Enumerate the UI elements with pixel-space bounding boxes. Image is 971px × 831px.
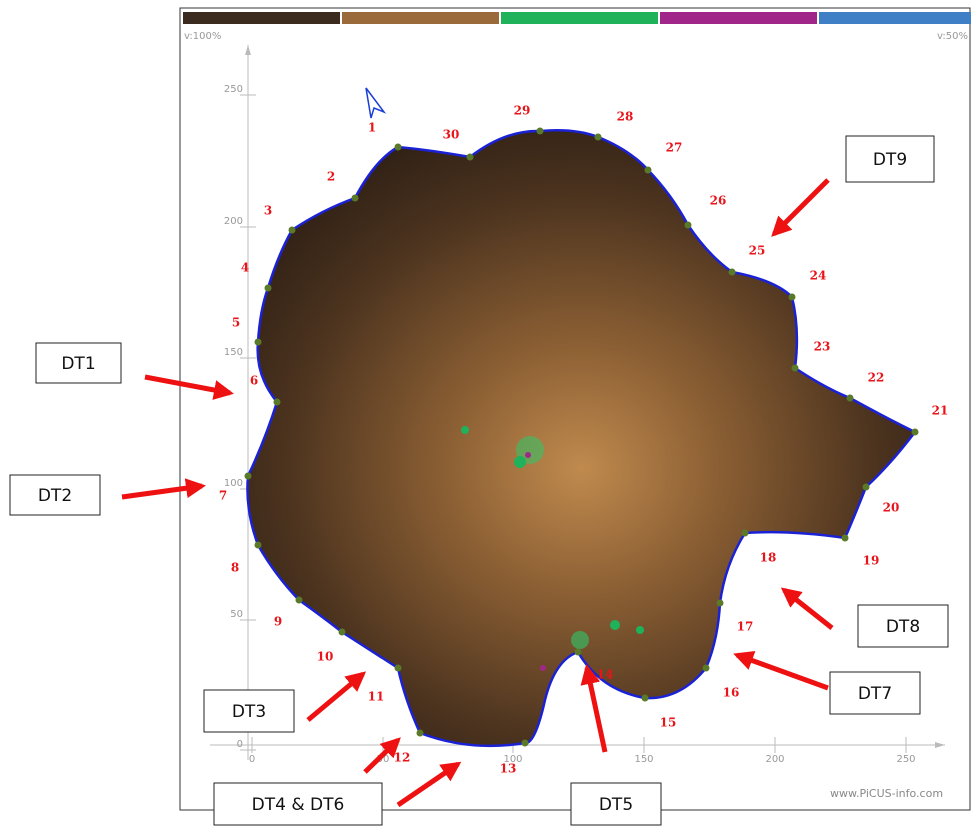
sensor-label: 15 (660, 716, 677, 730)
sensor-label: 12 (394, 751, 411, 765)
y-tick-label: 150 (224, 347, 243, 358)
sensor-label: 30 (443, 128, 460, 142)
scale-left-label: v:100% (184, 31, 221, 42)
color-segment (342, 12, 499, 24)
sensor-dot (395, 144, 402, 151)
sensor-label: 11 (368, 690, 385, 704)
y-tick-label: 50 (230, 609, 243, 620)
annotation-label: DT2 (38, 486, 72, 506)
spot (540, 665, 546, 671)
annotation-label: DT8 (886, 617, 920, 637)
sensor-dot (296, 597, 303, 604)
sensor-dot (265, 285, 272, 292)
spot (525, 452, 531, 458)
annotation-label: DT5 (599, 795, 633, 815)
sensor-dot (703, 665, 710, 672)
color-segment (819, 12, 971, 24)
sensor-dot (289, 227, 296, 234)
spot (514, 456, 526, 468)
spot (636, 626, 644, 634)
sensor-label: 24 (810, 269, 827, 283)
sensor-dot (645, 167, 652, 174)
sensor-label: 8 (231, 561, 239, 575)
sensor-dot (685, 222, 692, 229)
sensor-label: 1 (368, 121, 376, 135)
spot (461, 426, 469, 434)
sensor-label: 7 (219, 489, 227, 503)
screenshot: v:100% v:50% 250200150100500050100150200… (0, 0, 971, 831)
sensor-dot (467, 154, 474, 161)
sensor-dot (245, 473, 252, 480)
sensor-label: 17 (737, 620, 754, 634)
annotation-label: DT3 (232, 702, 266, 722)
sensor-dot (255, 339, 262, 346)
sensor-label: 21 (932, 404, 949, 418)
sensor-label: 20 (883, 501, 900, 515)
x-tick-label: 200 (765, 754, 784, 765)
x-tick-label: 150 (634, 754, 653, 765)
sensor-dot (352, 195, 359, 202)
sensor-dot (742, 530, 749, 537)
color-segment (660, 12, 817, 24)
sensor-label: 23 (814, 340, 831, 354)
scale-right-label: v:50% (937, 31, 968, 42)
sensor-dot (789, 294, 796, 301)
x-tick-label: 0 (249, 754, 255, 765)
sensor-label: 28 (617, 110, 634, 124)
sensor-label: 16 (723, 686, 740, 700)
annotation-label: DT1 (61, 354, 95, 374)
sensor-label: 29 (514, 104, 531, 118)
annotation-label: DT7 (858, 684, 892, 704)
sensor-label: 22 (868, 371, 885, 385)
sensor-label: 19 (863, 554, 880, 568)
color-segment (501, 12, 658, 24)
annotation-label: DT4 & DT6 (252, 795, 345, 815)
sensor-dot (842, 535, 849, 542)
sensor-label: 5 (232, 316, 240, 330)
sensor-label: 9 (274, 615, 282, 629)
sensor-label: 10 (317, 650, 334, 664)
sensor-dot (417, 730, 424, 737)
sensor-label: 25 (749, 244, 766, 258)
spot (571, 631, 589, 649)
y-tick-label: 200 (224, 216, 243, 227)
sensor-label: 14 (597, 668, 614, 682)
sensor-dot (339, 629, 346, 636)
sensor-label: 13 (500, 762, 517, 776)
y-tick-label: 100 (224, 478, 243, 489)
x-tick-label: 250 (896, 754, 915, 765)
sensor-dot (255, 542, 262, 549)
color-segment (183, 12, 340, 24)
page: {"color_scale": {"left_label": "v:100%",… (0, 0, 971, 831)
spot (610, 620, 620, 630)
sensor-dot (395, 665, 402, 672)
sensor-dot (729, 269, 736, 276)
sensor-dot (575, 649, 582, 656)
annotation-label: DT9 (873, 150, 907, 170)
sensor-dot (274, 399, 281, 406)
sensor-dot (847, 395, 854, 402)
sensor-dot (912, 429, 919, 436)
sensor-label: 26 (710, 194, 727, 208)
sensor-dot (642, 695, 649, 702)
y-tick-label: 0 (237, 739, 243, 750)
sensor-dot (522, 740, 529, 747)
sensor-dot (537, 128, 544, 135)
sensor-label: 4 (241, 261, 249, 275)
sensor-label: 27 (666, 141, 683, 155)
sensor-dot (595, 134, 602, 141)
sensor-label: 3 (264, 204, 272, 218)
sensor-label: 6 (250, 374, 258, 388)
sensor-dot (863, 484, 870, 491)
footer: www.PiCUS-info.com (830, 787, 943, 800)
sensor-label: 18 (760, 551, 777, 565)
sensor-dot (792, 365, 799, 372)
y-tick-label: 250 (224, 84, 243, 95)
sensor-label: 2 (327, 170, 335, 184)
color-bar (183, 12, 971, 24)
sensor-dot (717, 600, 724, 607)
